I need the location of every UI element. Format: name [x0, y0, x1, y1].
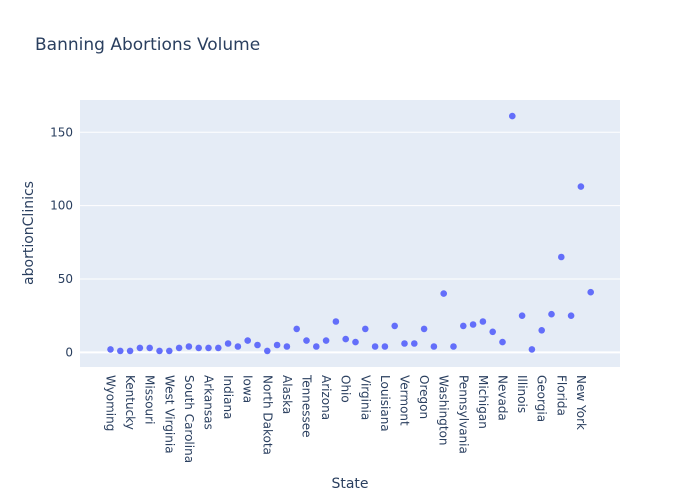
x-tick-label: Florida	[554, 375, 568, 416]
x-tick-label: Iowa	[241, 375, 255, 403]
data-point	[156, 347, 163, 355]
data-point	[244, 337, 251, 344]
x-tick-label: New York	[574, 375, 588, 430]
data-point	[567, 312, 575, 320]
data-point	[205, 344, 212, 352]
y-axis-ticks: 0 50 100 150	[50, 125, 73, 359]
data-point	[136, 344, 144, 352]
x-tick-label: Missouri	[143, 375, 157, 424]
x-tick-label: Oregon	[417, 375, 431, 419]
data-point	[440, 290, 448, 297]
data-point	[509, 112, 516, 120]
x-tick-label: Indiana	[221, 375, 235, 419]
x-tick-label: Arkansas	[202, 375, 216, 430]
data-point	[117, 347, 124, 355]
data-point	[420, 325, 428, 333]
data-point	[283, 343, 291, 350]
y-tick-label: 100	[50, 199, 73, 213]
x-tick-label: Vermont	[398, 375, 412, 426]
data-point	[411, 340, 418, 347]
x-tick-label: Georgia	[535, 375, 549, 422]
data-point	[538, 327, 545, 334]
data-point	[371, 343, 379, 350]
data-point	[352, 338, 359, 346]
chart-title: Banning Abortions Volume	[35, 35, 260, 55]
y-tick-label: 50	[58, 272, 73, 286]
data-point	[166, 347, 173, 355]
data-point	[146, 344, 153, 352]
data-point	[303, 337, 310, 344]
plot-area	[80, 100, 620, 367]
x-tick-label: Wyoming	[104, 375, 118, 431]
x-tick-label: South Carolina	[182, 375, 196, 463]
x-tick-label: Virginia	[358, 375, 372, 420]
data-point	[322, 337, 330, 344]
x-tick-label: Kentucky	[123, 375, 137, 430]
data-point	[215, 344, 222, 352]
data-point	[234, 343, 242, 350]
data-point	[107, 346, 114, 353]
data-point	[450, 343, 457, 350]
x-tick-label: Washington	[437, 375, 451, 446]
data-point	[430, 343, 438, 350]
data-point	[224, 340, 232, 347]
x-tick-label: Tennessee	[300, 374, 314, 438]
data-point	[195, 344, 202, 352]
x-tick-label: Louisiana	[378, 375, 392, 432]
x-tick-label: West Virginia	[162, 375, 176, 454]
x-tick-label: Michigan	[476, 375, 490, 429]
x-tick-label: Nevada	[496, 375, 510, 421]
y-tick-label: 0	[65, 345, 73, 359]
data-point	[391, 322, 399, 330]
data-point	[126, 347, 134, 355]
data-point	[499, 338, 506, 346]
data-point	[577, 183, 585, 190]
y-axis-title: abortionClinics	[21, 181, 37, 285]
data-point	[528, 346, 536, 353]
x-tick-label: Pennsylvania	[456, 375, 470, 454]
data-point	[381, 343, 389, 350]
data-point	[254, 341, 261, 349]
data-point	[401, 340, 408, 347]
data-point	[185, 343, 193, 350]
data-point	[558, 253, 565, 261]
data-point	[469, 321, 477, 328]
data-point	[479, 318, 487, 325]
data-point	[518, 312, 526, 320]
data-point	[175, 344, 183, 352]
x-tick-label: Alaska	[280, 375, 294, 414]
data-point	[460, 322, 467, 330]
data-points	[107, 112, 594, 355]
y-tick-label: 150	[50, 125, 73, 139]
data-point	[332, 318, 340, 325]
data-point	[264, 347, 271, 355]
data-point	[548, 310, 555, 318]
data-point	[293, 325, 301, 333]
data-point	[362, 325, 369, 333]
data-point	[342, 335, 350, 343]
data-point	[587, 288, 594, 296]
x-tick-label: North Dakota	[260, 375, 274, 455]
x-axis-ticks: Wyoming Kentucky Missouri West Virginia Sout…	[104, 374, 588, 463]
x-axis-title: State	[331, 476, 368, 492]
x-tick-label: Illinois	[515, 375, 529, 413]
x-tick-label: Arizona	[319, 375, 333, 420]
data-point	[489, 328, 497, 336]
data-point	[313, 343, 320, 350]
data-point	[273, 341, 281, 349]
x-tick-label: Ohio	[339, 375, 353, 403]
